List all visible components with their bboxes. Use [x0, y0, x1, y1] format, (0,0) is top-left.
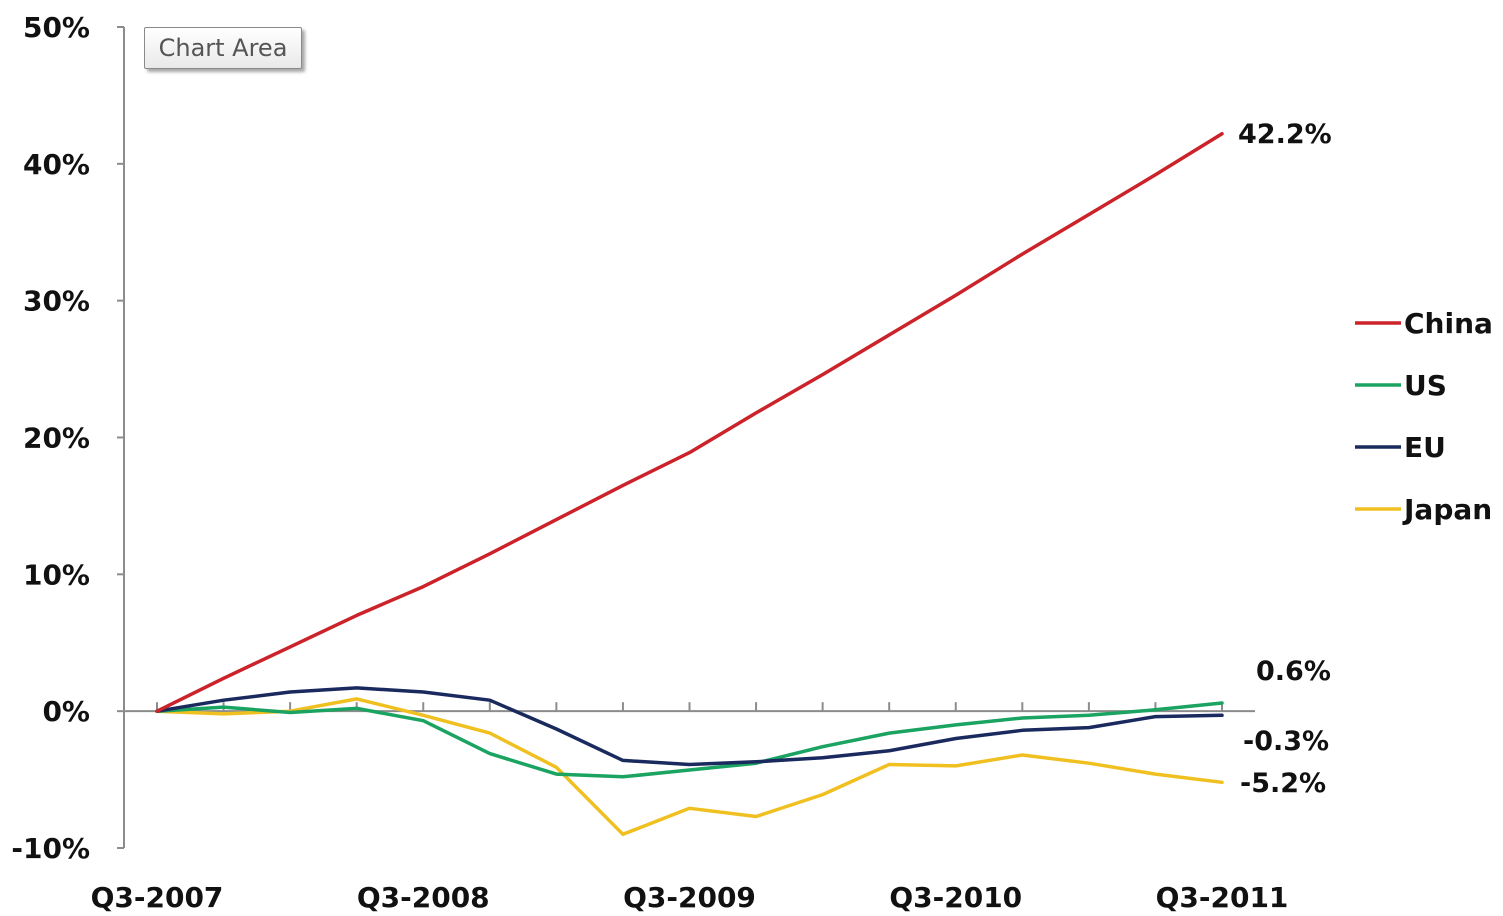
series-line-japan — [155, 697, 1224, 837]
chart-area-tooltip-text: Chart Area — [158, 34, 288, 62]
legend: China US EU Japan — [1355, 307, 1493, 526]
x-tick-label: Q3-2009 — [623, 881, 756, 914]
legend-label-japan: Japan — [1402, 493, 1492, 526]
x-tick-label: Q3-2011 — [1156, 881, 1289, 914]
end-label-us: 0.6% — [1256, 656, 1331, 687]
y-tick-label: 0% — [42, 695, 90, 728]
series-lines — [155, 131, 1224, 837]
x-axis: Q3-2007 Q3-2008 Q3-2009 Q3-2010 Q3-2011 — [91, 702, 1289, 914]
legend-label-china: China — [1404, 307, 1493, 340]
chart-area-tooltip: Chart Area — [144, 27, 302, 69]
y-tick-label: -10% — [11, 832, 90, 865]
end-label-eu: -0.3% — [1243, 726, 1329, 757]
end-label-china: 42.2% — [1238, 119, 1332, 150]
y-tick-label: 30% — [23, 285, 90, 318]
legend-label-us: US — [1404, 369, 1447, 402]
series-line-eu — [155, 686, 1224, 767]
y-tick-label: 10% — [23, 558, 90, 591]
x-tick-label: Q3-2010 — [889, 881, 1022, 914]
end-label-japan: -5.2% — [1240, 768, 1326, 799]
y-tick-label: 50% — [23, 11, 90, 44]
y-axis: 50% 40% 30% 20% 10% 0% -10% — [11, 11, 125, 865]
x-tick-label: Q3-2008 — [357, 881, 490, 914]
y-tick-label: 40% — [23, 148, 90, 181]
series-line-china — [155, 131, 1224, 713]
series-line-us — [155, 701, 1224, 779]
end-value-labels: 42.2% 0.6% -0.3% -5.2% — [1238, 119, 1332, 799]
y-tick-label: 20% — [23, 422, 90, 455]
legend-label-eu: EU — [1404, 431, 1446, 464]
x-tick-label: Q3-2007 — [91, 881, 224, 914]
